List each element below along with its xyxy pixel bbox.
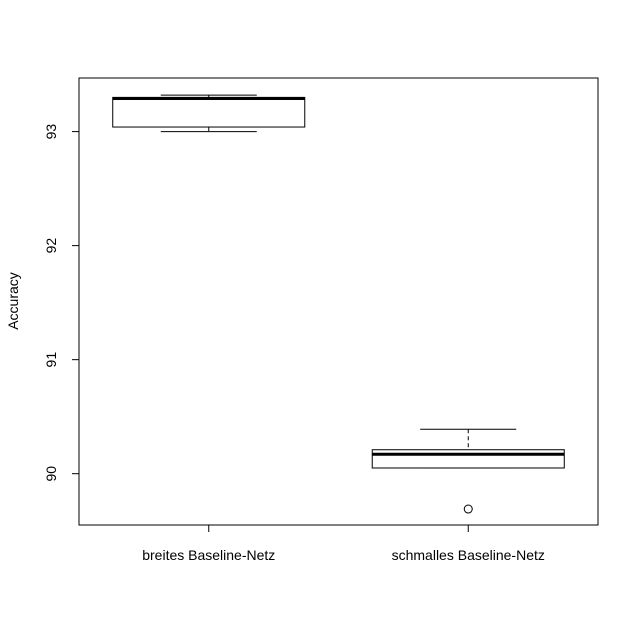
x-tick-label: breites Baseline-Netz: [142, 547, 275, 563]
x-axis: breites Baseline-Netz schmalles Baseline-…: [142, 524, 545, 563]
y-tick-label: 90: [43, 466, 59, 482]
boxes: [112, 94, 565, 514]
y-tick-label: 92: [43, 238, 59, 254]
outlier-point: [463, 504, 473, 514]
y-axis-label: Accuracy: [5, 272, 21, 330]
y-tick-label: 93: [43, 124, 59, 140]
y-axis: 90 91 92 93: [43, 124, 80, 482]
box-iqr: [371, 449, 565, 469]
box-2: [371, 428, 565, 514]
y-tick-label: 91: [43, 352, 59, 368]
x-tick-label: schmalles Baseline-Netz: [392, 547, 545, 563]
box-iqr: [112, 96, 306, 128]
box-1: [112, 94, 306, 133]
